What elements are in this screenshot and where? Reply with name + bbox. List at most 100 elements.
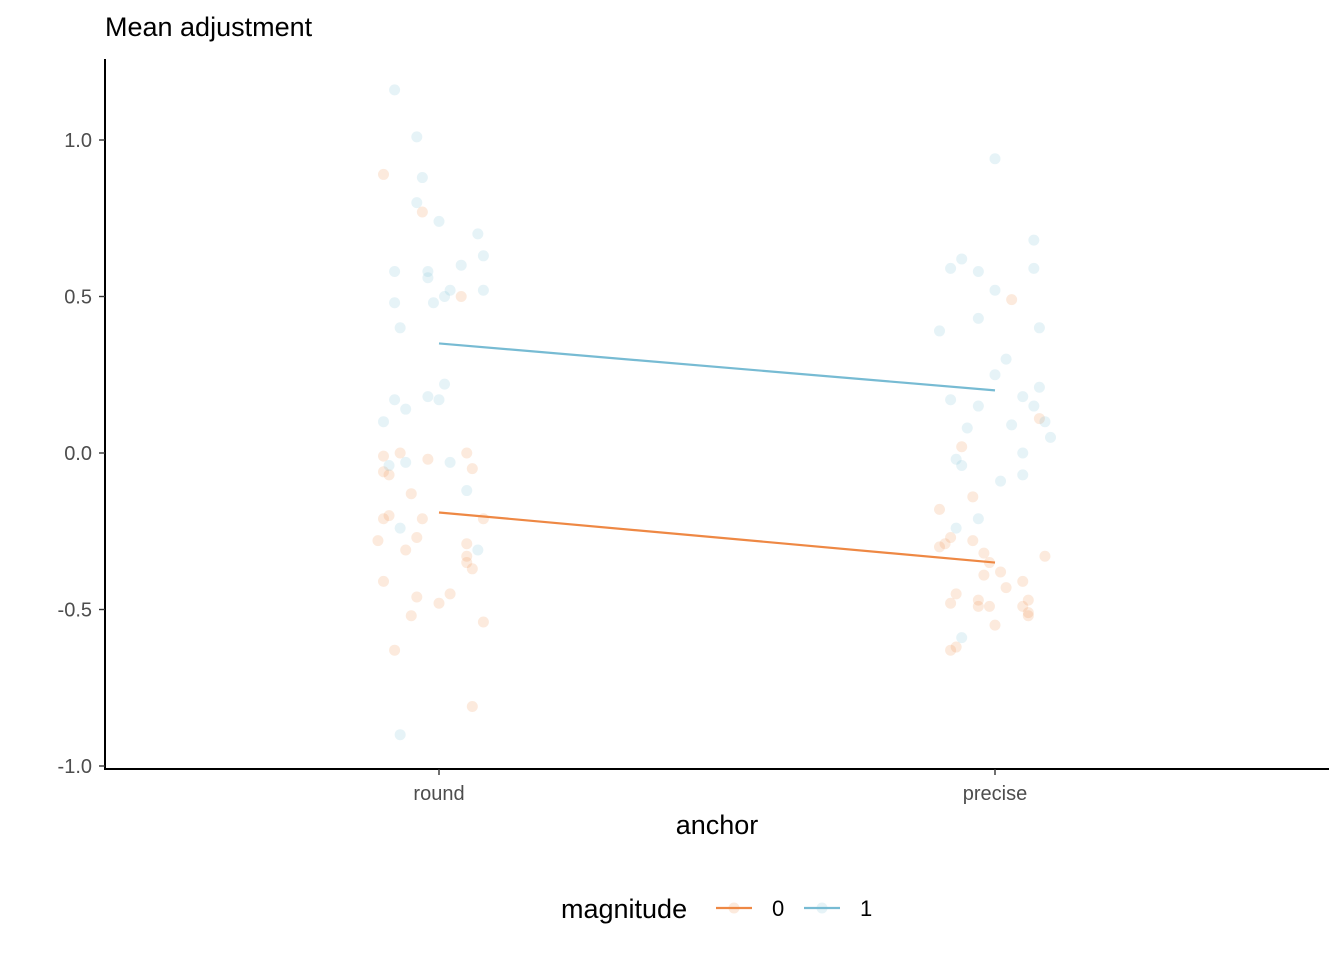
scatter-point	[466, 563, 478, 575]
scatter-point	[466, 463, 478, 475]
axes-layer	[104, 59, 1329, 770]
scatter-point	[961, 422, 973, 434]
x-tick-label: round	[413, 783, 464, 805]
scatter-point	[1000, 353, 1012, 365]
mean-line	[438, 511, 996, 564]
scatter-point	[939, 538, 951, 550]
scatter-point	[972, 265, 984, 277]
scatter-point	[389, 297, 401, 309]
scatter-point	[394, 729, 406, 741]
scatter-point	[383, 510, 395, 522]
scatter-point	[389, 84, 401, 96]
scatter-point	[1033, 413, 1045, 425]
scatter-point	[967, 491, 979, 503]
scatter-point	[378, 575, 389, 587]
x-tick-label: precise	[963, 783, 1027, 805]
legend: magnitude 0 1	[561, 894, 872, 924]
scatter-point	[422, 272, 434, 284]
scatter-point	[1028, 262, 1040, 274]
scatter-point	[477, 616, 489, 628]
scatter-point	[378, 513, 389, 525]
scatter-point	[455, 291, 467, 302]
scatter-point	[461, 447, 473, 459]
scatter-point	[989, 284, 1001, 296]
scatter-point	[950, 641, 962, 653]
scatter-point	[1006, 294, 1018, 306]
scatter-point	[422, 265, 434, 277]
legend-label: 1	[860, 896, 872, 921]
scatter-point	[1017, 575, 1029, 587]
scatter-point	[411, 591, 423, 603]
scatter-point	[389, 394, 401, 406]
scatter-point	[472, 544, 484, 556]
x-ticks: round precise	[413, 769, 1027, 805]
scatter-point	[444, 456, 456, 468]
scatter-point	[411, 532, 423, 544]
scatter-point	[433, 394, 445, 406]
scatter-point	[466, 701, 478, 713]
scatter-point	[978, 547, 990, 559]
scatter-point	[416, 513, 428, 525]
scatter-point	[978, 569, 990, 581]
scatter-point	[950, 453, 962, 465]
legend-key-point	[728, 902, 740, 914]
scatter-point	[1022, 607, 1034, 619]
chart-title: Mean adjustment	[105, 12, 313, 42]
scatter-point	[967, 535, 979, 547]
legend-label: 0	[772, 896, 784, 921]
y-ticks: -1.0 -0.5 0.0 0.5 1.0	[58, 130, 105, 778]
scatter-point	[416, 172, 428, 184]
scatter-point	[1006, 419, 1018, 431]
scatter-point	[422, 391, 434, 403]
scatter-point	[950, 522, 962, 534]
scatter-point	[934, 325, 945, 337]
scatter-point	[956, 632, 968, 644]
scatter-point	[972, 594, 984, 606]
x-axis-title: anchor	[676, 810, 759, 840]
scatter-point	[956, 441, 968, 453]
scatter-point	[416, 206, 428, 218]
scatter-point	[989, 619, 1001, 631]
scatter-point	[378, 466, 389, 478]
scatter-point	[389, 265, 401, 277]
scatter-point	[461, 557, 473, 569]
scatter-point	[411, 197, 423, 209]
scatter-point	[956, 253, 968, 265]
scatter-point	[378, 416, 389, 428]
scatter-point	[1022, 594, 1034, 606]
scatter-point	[995, 566, 1007, 578]
scatter-point	[972, 600, 984, 612]
scatter-point	[400, 544, 412, 556]
scatter-point	[400, 403, 412, 415]
scatter-point	[444, 284, 456, 296]
scatter-point	[945, 532, 957, 544]
scatter-point	[972, 312, 984, 324]
legend-title: magnitude	[561, 894, 687, 924]
scatter-point	[1017, 469, 1029, 481]
scatter-point	[439, 291, 451, 302]
scatter-point	[956, 460, 968, 472]
scatter-point	[1039, 416, 1051, 428]
scatter-point	[422, 453, 434, 465]
scatter-point	[477, 250, 489, 262]
scatter-point	[989, 153, 1001, 165]
scatter-point	[1039, 550, 1051, 562]
scatter-point	[461, 538, 473, 550]
scatter-point	[1033, 322, 1045, 334]
y-tick-label: 0.0	[64, 443, 92, 465]
points-layer	[372, 84, 1056, 741]
scatter-point	[461, 485, 473, 497]
scatter-point	[405, 488, 417, 500]
scatter-point	[433, 597, 445, 609]
scatter-point	[945, 262, 957, 274]
scatter-point	[1045, 431, 1056, 443]
scatter-point	[394, 522, 406, 534]
scatter-point	[945, 394, 957, 406]
scatter-point	[934, 541, 945, 553]
scatter-point	[945, 597, 957, 609]
y-tick-label: -0.5	[58, 600, 92, 622]
scatter-point	[389, 644, 401, 656]
scatter-point	[383, 460, 395, 472]
scatter-point	[400, 456, 412, 468]
